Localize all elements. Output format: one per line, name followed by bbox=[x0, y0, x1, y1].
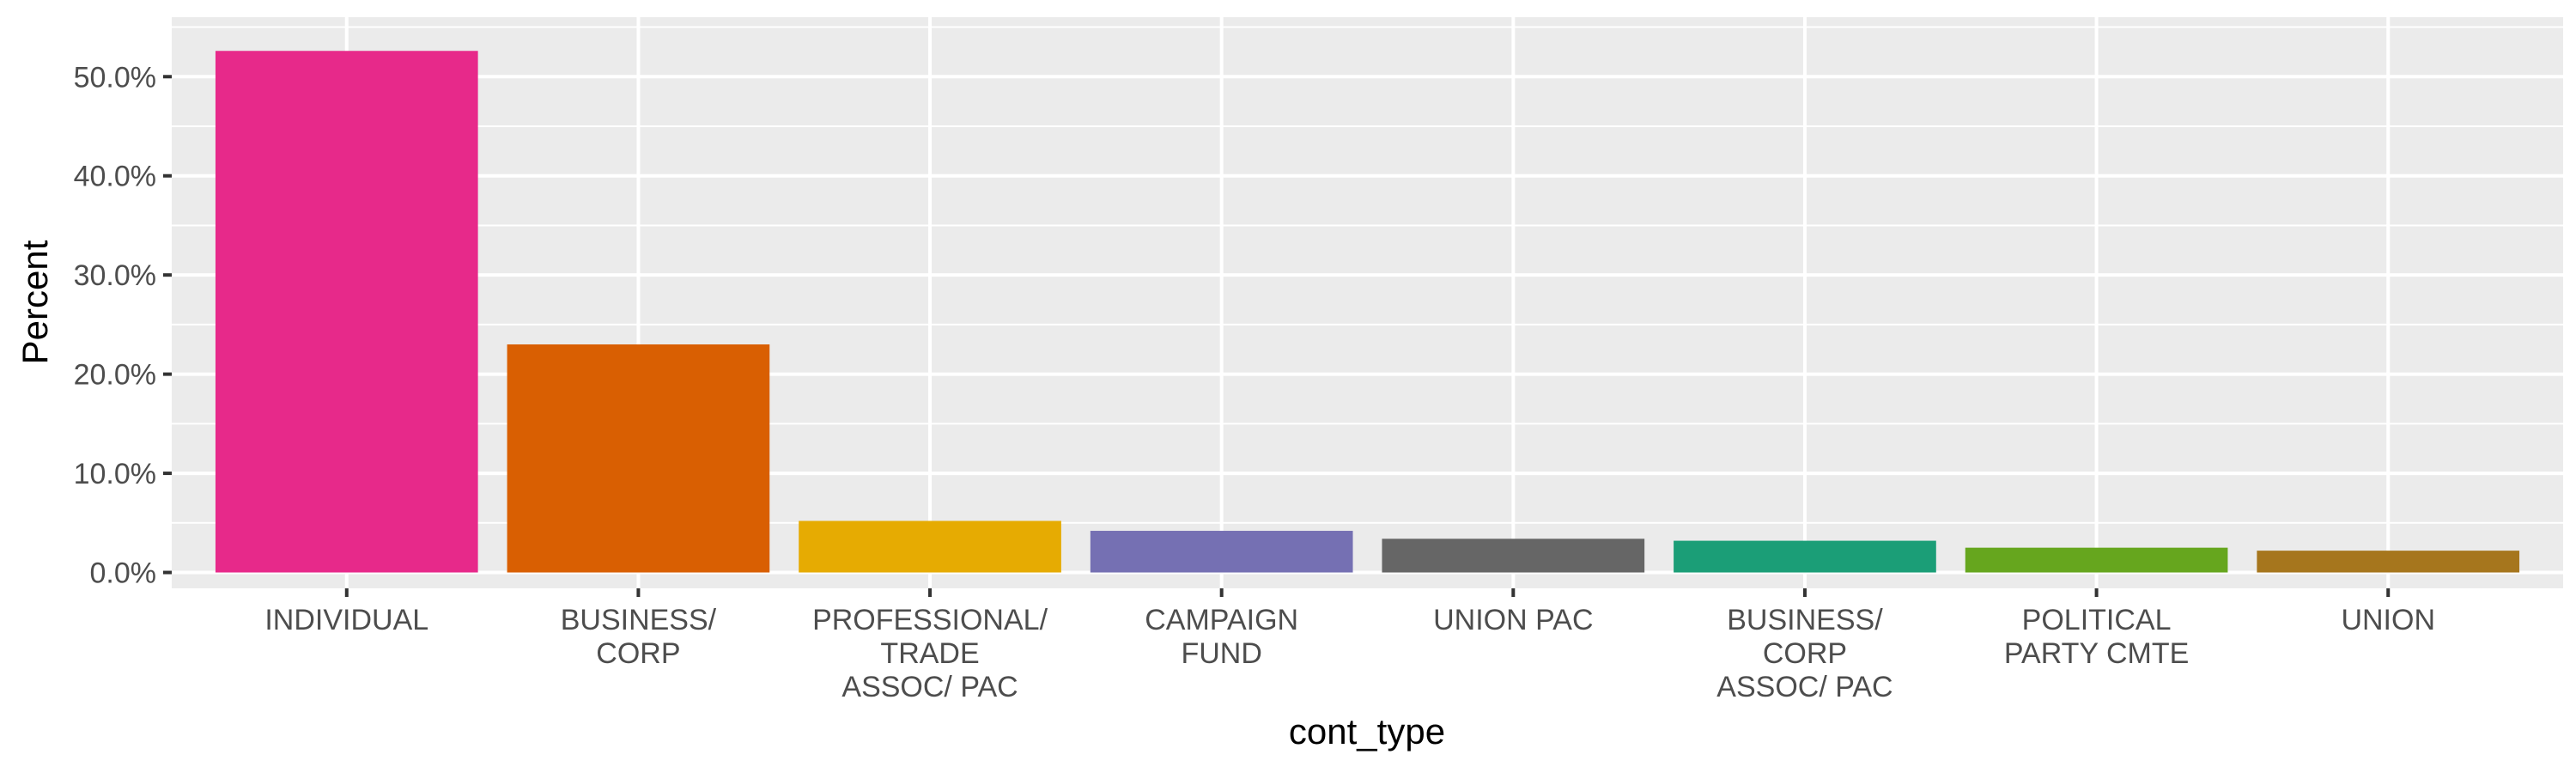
bar bbox=[2257, 551, 2520, 573]
bar bbox=[1090, 531, 1353, 573]
x-tick-label: BUSINESS/CORP ASSOC/ PAC bbox=[1716, 604, 1893, 703]
x-axis: INDIVIDUAL BUSINESS/CORP PROFESSIONAL/TRAD… bbox=[264, 588, 2435, 703]
y-tick-label: 0.0% bbox=[90, 557, 157, 590]
y-tick-label: 50.0% bbox=[74, 61, 156, 94]
y-tick-label: 10.0% bbox=[74, 458, 156, 490]
x-tick-label: UNION bbox=[2341, 604, 2435, 636]
x-tick-label: UNION PAC bbox=[1433, 604, 1593, 636]
x-tick-label: BUSINESS/CORP bbox=[561, 604, 717, 670]
y-tick-label: 20.0% bbox=[74, 359, 156, 392]
bar bbox=[799, 520, 1061, 573]
bar bbox=[1382, 539, 1645, 573]
y-tick-label: 30.0% bbox=[74, 259, 156, 292]
bars bbox=[215, 51, 2520, 573]
x-tick-label: CAMPAIGN FUND bbox=[1145, 604, 1298, 670]
x-axis-title: cont_type bbox=[1289, 711, 1445, 752]
y-axis-title: Percent bbox=[15, 240, 55, 364]
y-tick-label: 40.0% bbox=[74, 161, 156, 193]
bar bbox=[1674, 540, 1936, 573]
x-tick-label: PROFESSIONAL/TRADE ASSOC/ PAC bbox=[812, 604, 1048, 703]
bar bbox=[1965, 547, 2228, 573]
y-axis: 0.0% 10.0% 20.0% 30.0% 40.0% 50.0% bbox=[74, 61, 172, 590]
bar bbox=[215, 51, 478, 573]
bar bbox=[507, 344, 770, 573]
x-tick-label: INDIVIDUAL bbox=[264, 604, 428, 636]
x-tick-label: POLITICAL PARTY CMTE bbox=[2004, 604, 2189, 670]
